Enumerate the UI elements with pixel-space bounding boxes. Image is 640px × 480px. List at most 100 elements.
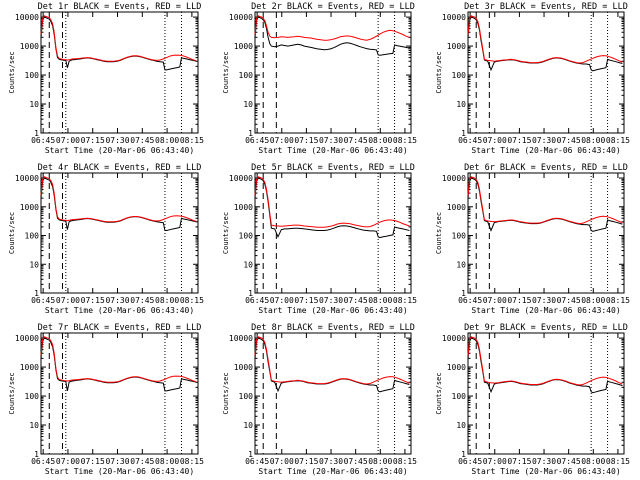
chart-panel-5: 1 10 100 1000 10000 06:45 07:00 07:15 07:30 07:45… (222, 163, 417, 315)
y-tick-label: 1000 (234, 203, 253, 212)
x-tick-label: 07:45 (557, 457, 581, 466)
x-tick-label: 07:45 (344, 136, 368, 145)
x-axis-label: Start Time (20-Mar-06 06:43:40) (45, 467, 194, 476)
y-axis-label: Counts/sec (8, 372, 16, 414)
x-tick-label: 06:45 (31, 296, 55, 305)
x-tick-label: 07:00 (270, 457, 294, 466)
x-tick-label: 07:00 (56, 296, 80, 305)
series-line-events (467, 16, 623, 72)
x-tick-label: 06:45 (458, 296, 482, 305)
y-tick-label: 100 (25, 71, 40, 80)
x-tick-label: 07:45 (130, 457, 154, 466)
x-axis-label: Start Time (20-Mar-06 06:43:40) (258, 467, 407, 476)
x-tick-label: 08:00 (581, 136, 605, 145)
x-tick-label: 07:15 (507, 136, 531, 145)
x-tick-label: 08:15 (606, 136, 630, 145)
series-line-events (254, 337, 410, 393)
x-axis-label: Start Time (20-Mar-06 06:43:40) (45, 306, 194, 315)
y-tick-label: 10 (243, 260, 253, 269)
y-tick-label: 10 (456, 260, 466, 269)
series-line-lld (467, 176, 623, 225)
y-tick-label: 10 (243, 100, 253, 109)
x-tick-label: 07:15 (81, 296, 105, 305)
x-tick-label: 06:45 (245, 296, 269, 305)
x-tick-label: 08:15 (393, 296, 417, 305)
series-line-events (254, 16, 410, 56)
x-tick-label: 08:00 (155, 296, 179, 305)
y-tick-label: 10 (29, 260, 39, 269)
y-tick-label: 1 (248, 289, 253, 298)
y-tick-label: 1 (461, 450, 466, 459)
y-tick-label: 10000 (442, 174, 466, 183)
y-tick-label: 100 (452, 392, 467, 401)
y-tick-label: 10 (29, 421, 39, 430)
plot-frame (40, 332, 199, 455)
plot-frame (254, 11, 412, 134)
chart-title: Det 3r BLACK = Events, RED = LLD (464, 2, 628, 12)
x-tick-label: 08:15 (393, 457, 417, 466)
chart-title: Det 1r BLACK = Events, RED = LLD (38, 2, 202, 12)
x-axis-label: Start Time (20-Mar-06 06:43:40) (471, 467, 620, 476)
plot-frame (467, 332, 625, 455)
x-tick-label: 07:00 (270, 296, 294, 305)
y-tick-label: 10 (456, 100, 466, 109)
x-tick-label: 06:45 (458, 136, 482, 145)
series-line-lld (40, 176, 197, 223)
series-line-lld (40, 336, 197, 383)
x-axis-label: Start Time (20-Mar-06 06:43:40) (471, 146, 620, 155)
x-tick-label: 07:30 (105, 136, 129, 145)
chart-title: Det 2r BLACK = Events, RED = LLD (251, 2, 415, 12)
x-tick-label: 07:30 (105, 296, 129, 305)
x-tick-label: 07:00 (483, 136, 507, 145)
x-tick-label: 07:15 (81, 457, 105, 466)
plot-frame (467, 172, 625, 294)
y-tick-label: 10000 (229, 13, 253, 22)
x-tick-label: 07:45 (557, 296, 581, 305)
y-axis-label: Counts/sec (435, 372, 443, 414)
x-tick-label: 08:15 (606, 457, 630, 466)
x-axis-label: Start Time (20-Mar-06 06:43:40) (471, 306, 620, 315)
plot-frame (40, 172, 199, 294)
x-tick-label: 08:00 (368, 136, 392, 145)
y-tick-label: 1000 (447, 363, 466, 372)
x-axis-label: Start Time (20-Mar-06 06:43:40) (258, 306, 407, 315)
plot-frame (254, 332, 412, 455)
x-tick-label: 07:45 (344, 296, 368, 305)
y-axis-label: Counts/sec (222, 51, 230, 93)
y-axis-label: Counts/sec (8, 51, 16, 93)
series-line-lld (467, 15, 623, 64)
x-tick-label: 08:15 (180, 457, 204, 466)
series-line-lld (254, 176, 410, 228)
x-tick-label: 07:45 (130, 296, 154, 305)
x-tick-label: 07:00 (483, 457, 507, 466)
x-tick-label: 07:15 (81, 136, 105, 145)
series-line-events (254, 177, 410, 239)
y-tick-label: 1 (461, 289, 466, 298)
y-tick-label: 1000 (20, 203, 39, 212)
y-tick-label: 1 (34, 289, 39, 298)
x-tick-label: 08:00 (581, 296, 605, 305)
y-tick-label: 10000 (15, 174, 39, 183)
x-tick-label: 08:15 (393, 136, 417, 145)
series-line-lld (40, 15, 197, 62)
x-tick-label: 07:30 (319, 457, 343, 466)
series-line-events (467, 177, 623, 232)
x-tick-label: 08:00 (155, 136, 179, 145)
y-tick-label: 10000 (229, 334, 253, 343)
y-tick-label: 100 (239, 71, 254, 80)
chart-panel-1: 1 10 100 1000 10000 06:45 07:00 07:15 07:30 07:45… (8, 2, 204, 155)
series-line-lld (467, 336, 623, 386)
series-line-lld (254, 336, 410, 385)
x-tick-label: 08:00 (155, 457, 179, 466)
series-line-events (40, 16, 197, 71)
x-tick-label: 07:15 (294, 296, 318, 305)
x-tick-label: 07:15 (507, 457, 531, 466)
series-line-lld (254, 15, 410, 41)
y-tick-label: 100 (452, 232, 467, 241)
chart-panel-6: 1 10 100 1000 10000 06:45 07:00 07:15 07:30 07:45… (435, 163, 630, 315)
plot-frame (40, 11, 199, 134)
y-tick-label: 10 (456, 421, 466, 430)
x-tick-label: 07:30 (319, 296, 343, 305)
x-tick-label: 06:45 (31, 457, 55, 466)
